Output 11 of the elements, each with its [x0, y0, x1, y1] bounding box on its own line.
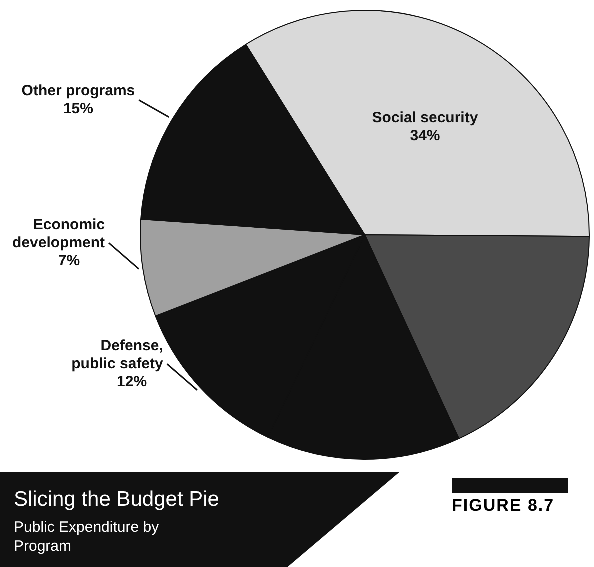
slice-label: Social security — [372, 109, 479, 126]
data-label: 15% — [63, 100, 94, 118]
data-label: 7% — [58, 252, 80, 270]
slice-label: Economic development — [12, 216, 106, 252]
text: Slicing the Budget Pie — [14, 488, 220, 512]
caption: FIGURE 8.7 — [452, 496, 555, 516]
slice-label: Other programs — [22, 82, 136, 100]
data-label: 34% — [410, 127, 440, 144]
text: Public Expenditure by Program — [14, 518, 160, 556]
data-label: 12% — [117, 373, 148, 390]
slice-label: Defense, public safety — [72, 337, 164, 372]
